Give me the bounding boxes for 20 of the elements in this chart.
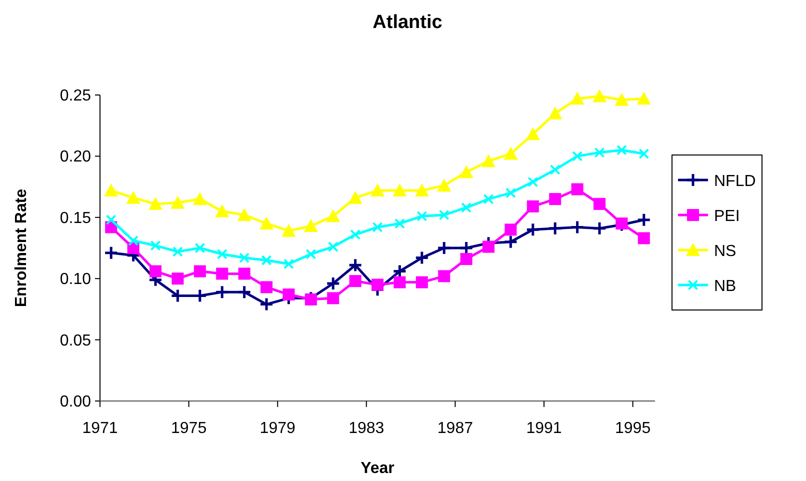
legend-label: NFLD [714, 173, 756, 190]
x-tick-label: 1979 [260, 420, 296, 437]
y-tick-label: 0.20 [60, 148, 92, 166]
x-tick-label: 1983 [348, 420, 384, 437]
legend-label: PEI [714, 208, 740, 225]
y-tick-label: 0.00 [60, 394, 92, 410]
legend-label: NS [714, 243, 736, 260]
y-tick-label: 0.15 [60, 210, 92, 227]
x-axis-title: Year [360, 460, 394, 477]
y-tick-label: 0.05 [60, 332, 92, 350]
y-tick-label: 0.25 [60, 88, 92, 104]
y-tick-label: 0.10 [60, 271, 92, 288]
chart-title: Atlantic [372, 12, 443, 33]
x-tick-label: 1987 [437, 420, 474, 437]
legend-label: NB [714, 278, 736, 295]
x-tick-label: 1995 [615, 420, 651, 437]
x-tick-label: 1975 [171, 420, 207, 437]
x-tick-label: 1991 [526, 420, 562, 437]
x-tick-label: 1971 [82, 420, 118, 437]
y-axis-title: Enrolment Rate [13, 188, 30, 308]
